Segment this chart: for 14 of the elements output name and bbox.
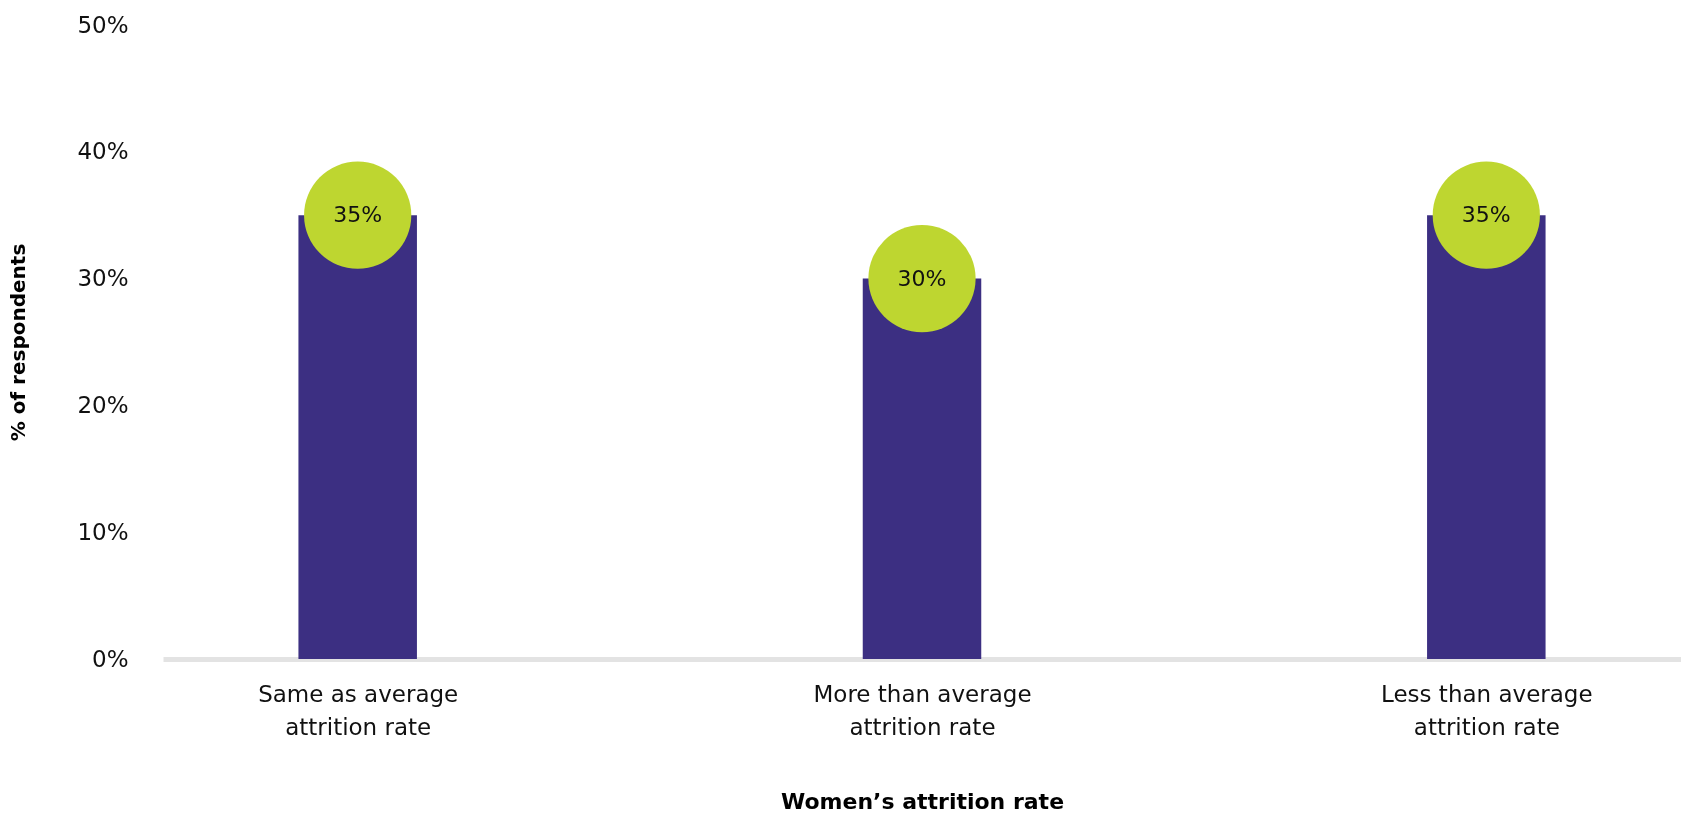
y-tick-label: 0% xyxy=(92,645,129,672)
x-tick-label: More than average attrition rate xyxy=(813,680,1032,740)
y-tick-label: 50% xyxy=(77,11,129,38)
text: 35% xyxy=(1461,202,1511,228)
y-tick-label: 30% xyxy=(77,265,129,292)
x-tick-label: Same as average attrition rate xyxy=(258,680,459,740)
x-tick-label: Less than average attrition rate xyxy=(1381,680,1593,740)
y-tick-label: 10% xyxy=(77,518,129,545)
text: 30% xyxy=(897,265,947,291)
y-tick-label: 20% xyxy=(77,391,129,418)
text: 35% xyxy=(333,202,383,228)
y-tick-label: 40% xyxy=(77,138,129,165)
y-axis-title: % of respondents xyxy=(6,243,31,442)
x-axis-title: Women’s attrition rate xyxy=(780,788,1065,814)
